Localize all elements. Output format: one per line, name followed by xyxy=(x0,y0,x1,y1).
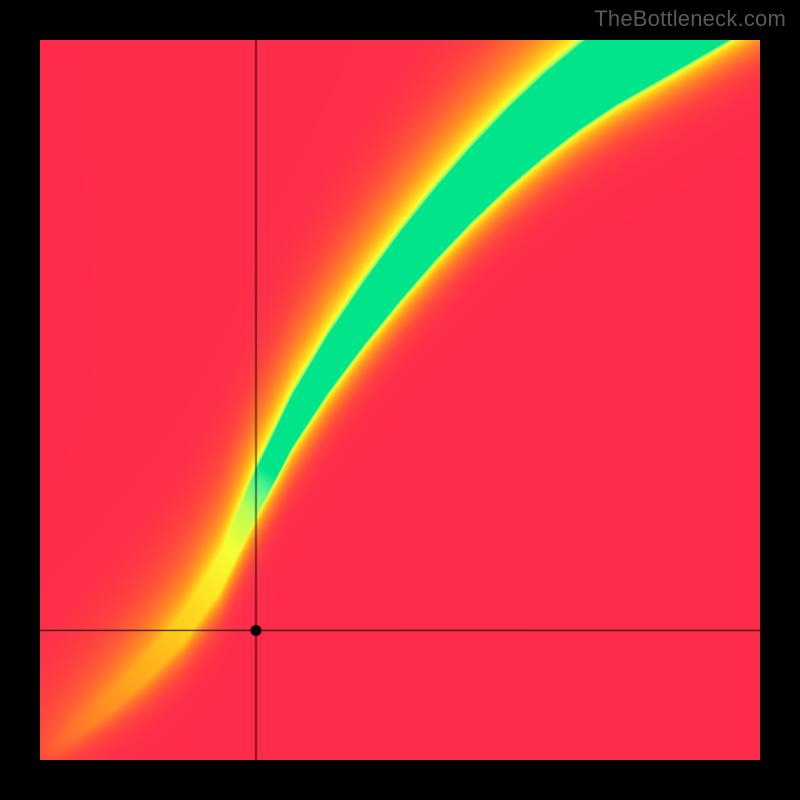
heatmap-plot xyxy=(40,40,760,760)
watermark-text: TheBottleneck.com xyxy=(594,6,786,32)
heatmap-canvas xyxy=(40,40,760,760)
